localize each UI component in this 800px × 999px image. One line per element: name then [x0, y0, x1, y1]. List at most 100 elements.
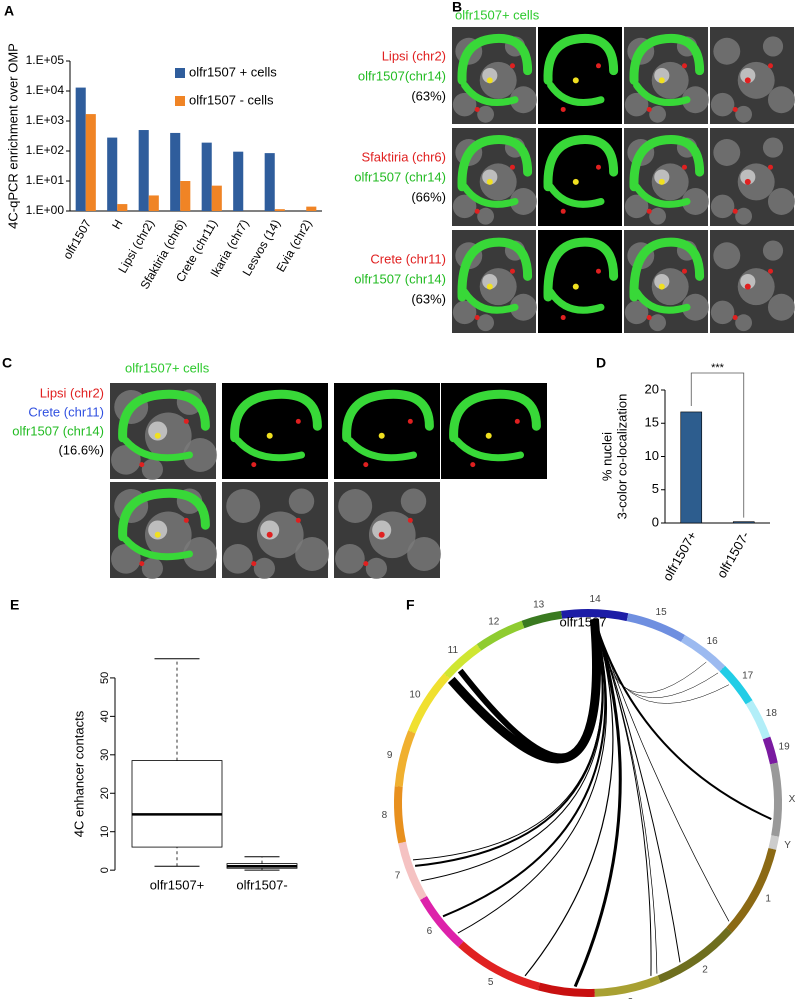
green-signal: [449, 389, 541, 443]
micrograph: [710, 27, 795, 124]
bar: [148, 195, 159, 211]
signal-dot: [154, 432, 161, 439]
x-tick-label: olfr1507: [60, 217, 94, 262]
nucleus: [452, 92, 477, 117]
nucleus: [338, 489, 373, 523]
nucleus: [740, 169, 756, 185]
nucleus: [141, 557, 163, 580]
panel-title: olfr1507+ cells: [125, 360, 210, 375]
nucleus: [740, 273, 756, 290]
signal-dot: [183, 517, 189, 523]
chromosome-band: [419, 895, 464, 948]
nucleus: [710, 194, 735, 219]
nucleus: [111, 543, 141, 574]
chromosome-band: [657, 927, 733, 983]
nucleus: [477, 314, 494, 332]
green-signal: [118, 389, 210, 443]
legend-swatch: [175, 96, 185, 106]
x-tick-label: olfr1507+: [660, 529, 700, 584]
chromosome-band: [769, 762, 782, 837]
nucleus: [295, 537, 330, 571]
panel-label: B: [452, 0, 462, 15]
green-signal: [457, 135, 533, 192]
x-tick-label: H: [109, 217, 125, 232]
signal-dot: [486, 283, 493, 290]
nucleus: [767, 293, 795, 321]
chromosome-label: Y: [784, 840, 791, 851]
signal-dot: [744, 178, 751, 185]
chromosome-label: 3: [628, 997, 634, 999]
chromosome-label: 17: [742, 671, 754, 682]
signal-dot: [767, 268, 773, 274]
signal-dot: [658, 283, 665, 290]
green-signal: [547, 81, 605, 106]
chromosome-label: 8: [382, 810, 388, 821]
green-signal: [457, 237, 533, 302]
nucleus: [735, 314, 752, 332]
bar: [306, 206, 317, 211]
nucleus: [253, 557, 275, 580]
chromosome-band: [561, 609, 629, 622]
chromosome-band: [521, 610, 563, 629]
y-tick-label: 0: [99, 867, 111, 873]
chromosome-band: [394, 786, 407, 844]
signal-dot: [266, 432, 273, 439]
y-axis-label: % nuclei: [599, 432, 614, 481]
signal-dot: [681, 164, 687, 170]
nucleus: [183, 438, 218, 472]
row-label: (63%): [411, 291, 446, 306]
bar: [75, 87, 86, 211]
green-signal: [547, 183, 605, 208]
signal-dot: [681, 63, 687, 69]
nucleus: [288, 488, 315, 514]
signal-dot: [474, 106, 480, 112]
y-tick-label: 1.E+04: [26, 83, 65, 97]
green-signal: [629, 135, 705, 192]
signal-dot: [732, 315, 738, 321]
chromosome-band: [408, 673, 450, 734]
nucleus: [762, 36, 784, 57]
signal-dot: [363, 462, 369, 468]
signal-dot: [658, 77, 665, 84]
signal-dot: [295, 517, 301, 523]
bar: [138, 130, 149, 211]
chromosome-band: [768, 835, 780, 850]
bar: [117, 204, 128, 211]
chromosome-label: 14: [590, 594, 602, 605]
signal-dot: [572, 283, 579, 290]
bar: [211, 185, 222, 211]
nucleus: [400, 488, 427, 514]
contact-arc: [593, 618, 772, 820]
green-signal: [230, 389, 322, 443]
nucleus: [654, 67, 670, 84]
nucleus: [681, 86, 709, 114]
nucleus: [452, 300, 477, 325]
row-label: olfr1507 (chr14): [354, 169, 446, 184]
signal-dot: [474, 315, 480, 321]
signal-dot: [474, 208, 480, 214]
chromosome-label: 9: [387, 750, 393, 761]
nucleus: [624, 92, 649, 117]
micrograph: [452, 27, 537, 124]
green-signal: [122, 437, 193, 462]
signal-dot: [560, 315, 566, 321]
nucleus: [710, 92, 735, 117]
signal-dot: [767, 63, 773, 69]
nucleus: [335, 543, 365, 574]
green-signal: [547, 288, 605, 314]
signal-dot: [485, 432, 492, 439]
micrograph: [624, 230, 709, 333]
chromosome-band: [680, 634, 726, 672]
y-tick-label: 1.E+01: [26, 173, 65, 187]
signal-dot: [486, 178, 493, 185]
signal-dot: [514, 418, 520, 424]
micrograph: [222, 482, 330, 580]
y-tick-label: 40: [99, 710, 111, 722]
green-signal: [543, 237, 619, 302]
chromosome-label: 18: [766, 708, 778, 719]
row-label: Crete (chr11): [28, 404, 104, 419]
green-signal: [633, 183, 691, 208]
signal-dot: [139, 462, 145, 468]
row-label: Sfaktiria (chr6): [361, 149, 446, 164]
